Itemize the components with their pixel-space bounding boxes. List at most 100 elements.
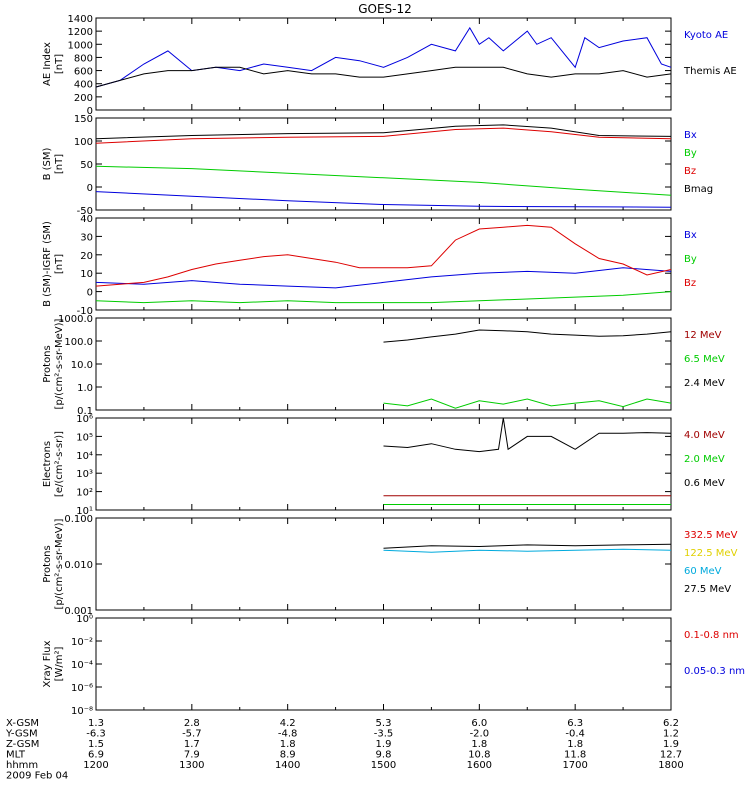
footer-value: 4.2 (280, 718, 296, 729)
footer-value: 1.5 (88, 739, 104, 750)
panel-frame (95, 317, 672, 411)
footer-value: -6.3 (86, 729, 106, 740)
panel-ae: 0 200 400 600 800 1000 1200 1400 AE Index[nT] Kyo… (42, 14, 737, 117)
y-axis-label: Protons[p/(cm²-s-sr-MeV)] (42, 518, 65, 609)
y-tick-label: 1.0 (77, 383, 93, 394)
y-axis-label-line: [W/m²] (54, 646, 65, 681)
legend-entry: 2.0 MeV (684, 454, 725, 465)
y-tick-label: 1400 (68, 14, 93, 25)
legend-entry: 60 MeV (684, 566, 722, 577)
footer-value: 1.9 (663, 739, 679, 750)
y-tick-label: 1000.0 (58, 314, 93, 325)
panel-bsm: -50 0 50 100 150 B (SM)[nT] Bx By Bz Bmag (42, 114, 713, 217)
footer-value: -4.8 (278, 729, 298, 740)
y-axis-label: Xray Flux[W/m²] (42, 640, 65, 687)
footer-value: 1.8 (567, 739, 583, 750)
y-tick-label: 20 (80, 251, 93, 262)
series-bx (95, 191, 672, 208)
y-axis-label-line: Electrons (42, 441, 53, 487)
y-tick-label: 10⁰ (76, 614, 93, 625)
legend-entry: 12 MeV (684, 330, 722, 341)
legend-entry: 2.4 MeV (684, 378, 725, 389)
y-tick-label: 0 (87, 288, 93, 299)
footer-value: 1.2 (663, 729, 679, 740)
series-60-mev (383, 548, 672, 553)
y-tick-label: 0.100 (64, 514, 93, 525)
y-axis-label-line: [nT] (54, 154, 65, 174)
series-themis-ae (95, 66, 672, 88)
y-tick-label: 10⁻⁸ (71, 706, 93, 717)
footer-row-label: hhmm (6, 760, 38, 771)
series-bmag (95, 124, 672, 140)
footer-date: 2009 Feb 04 (6, 771, 68, 782)
footer-value: 12.7 (660, 750, 682, 761)
series-kyoto-ae (95, 26, 672, 88)
footer-value: 1.8 (471, 739, 487, 750)
footer-value: 2.8 (184, 718, 200, 729)
y-axis-label: Protons[p/(cm²-s-sr-MeV)] (42, 318, 65, 409)
legend-entry: 122.5 MeV (684, 548, 738, 559)
footer-row-label: Y-GSM (5, 729, 38, 740)
footer-value: 1400 (275, 760, 300, 771)
footer-value: 1.3 (88, 718, 104, 729)
y-tick-label: 10¹ (76, 506, 93, 517)
y-axis-label: B (SM)[nT] (42, 147, 65, 180)
y-tick-label: 30 (80, 232, 93, 243)
series-2-4-mev (383, 329, 672, 343)
y-tick-label: 200 (74, 93, 93, 104)
y-tick-label: 150 (74, 114, 93, 125)
series-by (95, 165, 672, 196)
y-axis-label-line: AE Index (42, 42, 53, 86)
footer-value: 9.8 (376, 750, 392, 761)
y-tick-label: 10⁵ (76, 432, 93, 443)
y-axis-label: Electrons[e/(cm²-s-sr)] (42, 431, 65, 497)
y-tick-label: 10⁶ (76, 414, 93, 425)
legend-entry: 4.0 MeV (684, 430, 725, 441)
footer-value: 1500 (371, 760, 396, 771)
y-tick-label: 10³ (76, 469, 93, 480)
y-axis-label-line: [p/(cm²-s-sr-MeV)] (54, 518, 65, 609)
y-axis-label-line: B (SM) (42, 147, 53, 180)
y-tick-label: 0 (87, 106, 93, 117)
y-tick-label: -50 (77, 206, 93, 217)
footer-value: 1.8 (280, 739, 296, 750)
series-27-5-mev (383, 543, 672, 549)
y-tick-label: 100.0 (64, 337, 93, 348)
panel-protons2: 0.0010.0100.100Protons[p/(cm²-s-sr-MeV)]… (42, 514, 738, 617)
y-tick-label: -10 (77, 306, 93, 317)
y-axis-label-line: Protons (42, 545, 53, 582)
footer-value: 6.9 (88, 750, 104, 761)
series-bx (95, 267, 672, 289)
y-tick-label: 100 (74, 137, 93, 148)
legend-entry: Bmag (684, 184, 713, 195)
series-by (95, 291, 672, 304)
y-tick-label: 1200 (68, 27, 93, 38)
footer-value: 8.9 (280, 750, 296, 761)
plot-title: GOES-12 (358, 2, 412, 16)
legend-entry: By (684, 254, 697, 265)
panel-electrons: 10¹ 10² 10³ 10⁴ 10⁵ 10⁶ Electrons[e/(cm²-s-sr)… (42, 414, 725, 517)
series-bz (95, 224, 672, 287)
legend-entry: Bx (684, 230, 697, 241)
panel-frame (95, 517, 672, 611)
y-tick-label: 40 (80, 214, 93, 225)
panel-frame (95, 17, 672, 111)
y-tick-label: 10⁻⁶ (71, 683, 93, 694)
y-axis-label-line: Xray Flux (42, 640, 53, 687)
y-tick-label: 10 (80, 269, 93, 280)
legend-entry: 332.5 MeV (684, 530, 738, 541)
y-axis-label: AE Index[nT] (42, 42, 65, 86)
footer-value: 5.3 (376, 718, 392, 729)
footer-value: -2.0 (470, 729, 490, 740)
footer-value: -5.7 (182, 729, 202, 740)
footer-row-label: MLT (6, 750, 26, 761)
y-tick-label: 0.010 (64, 560, 93, 571)
legend-entry: Bz (684, 166, 696, 177)
position-footer: X-GSM 1.3 2.8 4.2 5.3 6.0 6.3 6.2 Y-GSM -6.3 -5.7 -… (5, 718, 684, 782)
y-tick-label: 1000 (68, 40, 93, 51)
y-tick-label: 50 (80, 160, 93, 171)
series-0-6-mev (383, 417, 672, 453)
y-tick-label: 600 (74, 67, 93, 78)
footer-value: 11.8 (564, 750, 586, 761)
